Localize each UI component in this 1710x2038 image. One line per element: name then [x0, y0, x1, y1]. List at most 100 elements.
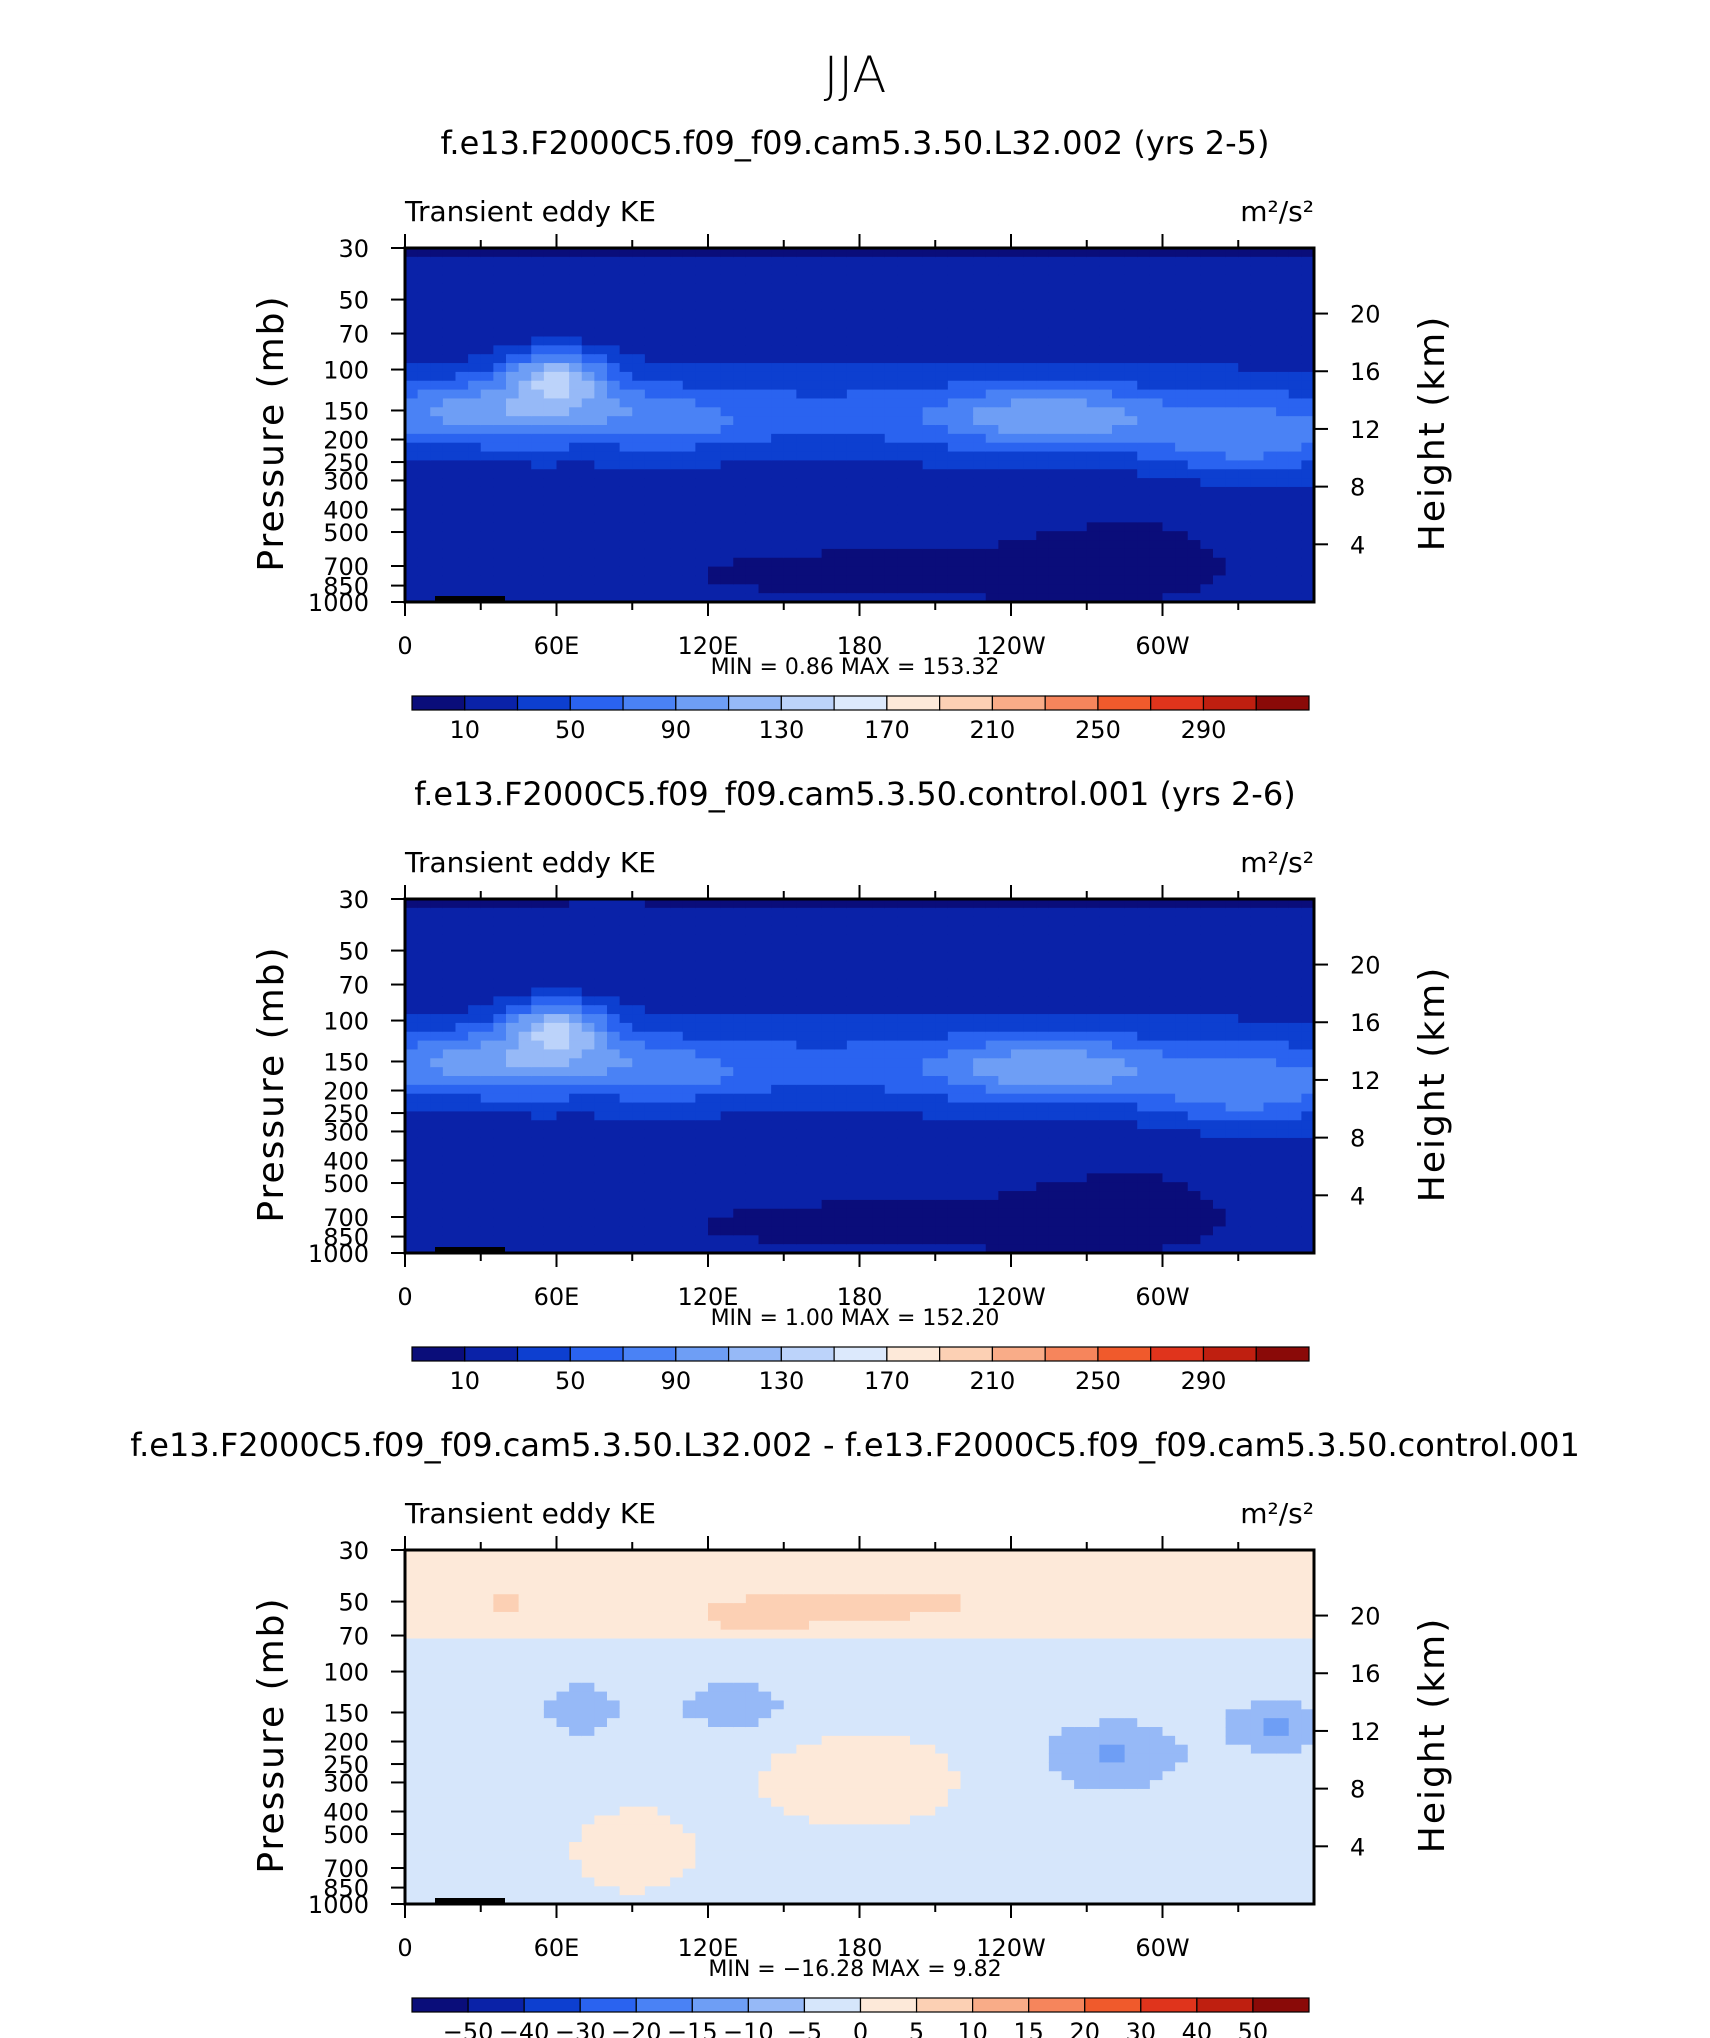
contour-cell — [985, 969, 999, 980]
colorbar-box — [516, 695, 571, 711]
contour-cell — [493, 1058, 507, 1068]
contour-cell — [594, 318, 608, 329]
contour-cell — [518, 1217, 532, 1228]
contour-cell — [884, 407, 898, 417]
contour-cell — [1061, 557, 1075, 568]
contour-cell — [821, 566, 835, 577]
contour-cell — [821, 1022, 835, 1033]
contour-cell — [733, 248, 747, 258]
contour-cell — [417, 354, 431, 364]
contour-cell — [1263, 566, 1277, 577]
contour-cell — [455, 899, 469, 909]
contour-cell — [1023, 513, 1037, 523]
contour-cell — [442, 1235, 457, 1245]
contour-cell — [1263, 389, 1277, 400]
contour-cell — [733, 407, 747, 417]
contour-cell — [922, 1058, 936, 1068]
contour-cell — [1023, 478, 1037, 488]
contour-cell — [695, 301, 709, 311]
contour-cell — [910, 1155, 924, 1166]
contour-cell — [720, 389, 734, 400]
contour-cell — [973, 460, 987, 470]
contour-cell — [405, 575, 419, 585]
contour-cell — [884, 292, 898, 302]
contour-cell — [1149, 380, 1164, 391]
contour-cell — [695, 1076, 709, 1086]
contour-cell — [493, 345, 507, 355]
contour-cell — [1149, 486, 1164, 497]
contour-cell — [455, 380, 469, 391]
contour-cell — [1086, 398, 1100, 408]
contour-cell — [518, 274, 532, 284]
contour-cell — [910, 256, 924, 267]
contour-cell — [834, 486, 848, 497]
contour-cell — [733, 916, 747, 927]
contour-cell — [720, 1031, 734, 1042]
contour-cell — [809, 309, 823, 320]
contour-cell — [809, 1014, 823, 1024]
contour-cell — [720, 916, 734, 927]
contour-cell — [1048, 318, 1063, 329]
contour-cell — [771, 907, 785, 918]
contour-cell — [1175, 433, 1189, 444]
contour-cell — [973, 1182, 987, 1192]
contour-cell — [619, 593, 633, 603]
contour-cell — [556, 1173, 570, 1183]
contour-cell — [417, 478, 431, 488]
contour-cell — [556, 513, 570, 523]
contour-cell — [619, 451, 633, 461]
contour-cell — [1112, 389, 1126, 400]
contour-cell — [708, 1182, 722, 1192]
contour-cell — [455, 363, 469, 373]
contour-cell — [607, 540, 621, 550]
contour-cell — [594, 301, 608, 311]
contour-cell — [897, 1164, 911, 1174]
contour-cell — [947, 1129, 962, 1139]
contour-cell — [884, 934, 898, 944]
contour-cell — [1112, 345, 1126, 355]
contour-cell — [581, 960, 595, 971]
contour-cell — [947, 1005, 962, 1015]
contour-cell — [834, 1155, 848, 1166]
contour-cell — [947, 495, 962, 506]
contour-cell — [998, 1022, 1012, 1033]
contour-cell — [1137, 584, 1151, 594]
contour-cell — [1213, 486, 1227, 497]
contour-cell — [745, 952, 760, 962]
contour-cell — [430, 1155, 444, 1166]
contour-cell — [1036, 398, 1050, 408]
contour-cell — [1124, 318, 1138, 329]
contour-cell — [543, 1208, 558, 1219]
contour-cell — [846, 371, 861, 382]
contour-cell — [771, 1199, 785, 1210]
contour-cell — [733, 899, 747, 909]
contour-cell — [910, 389, 924, 400]
contour-cell — [809, 557, 823, 568]
contour-cell — [745, 1244, 760, 1254]
contour-cell — [405, 996, 419, 1006]
contour-cell — [493, 1005, 507, 1015]
contour-cell — [506, 907, 520, 918]
contour-cell — [581, 256, 595, 267]
contour-cell — [1074, 301, 1088, 311]
contour-cell — [682, 916, 696, 927]
contour-cell — [796, 987, 810, 997]
contour-cell — [1086, 274, 1100, 284]
contour-cell — [809, 1191, 823, 1201]
contour-cell — [1225, 584, 1239, 594]
contour-cell — [960, 495, 974, 506]
contour-cell — [468, 584, 482, 594]
contour-cell — [1048, 478, 1063, 488]
x-tick-label: 0 — [397, 632, 412, 660]
contour-cell — [1162, 566, 1176, 577]
contour-cell — [1238, 522, 1252, 532]
contour-cell — [897, 256, 911, 267]
contour-cell — [543, 1093, 558, 1104]
contour-cell — [455, 371, 469, 382]
contour-cell — [821, 1058, 835, 1068]
contour-cell — [935, 540, 949, 550]
contour-cell — [531, 1022, 545, 1033]
contour-cell — [468, 1102, 482, 1112]
contour-cell — [1011, 363, 1025, 373]
contour-cell — [733, 460, 747, 470]
